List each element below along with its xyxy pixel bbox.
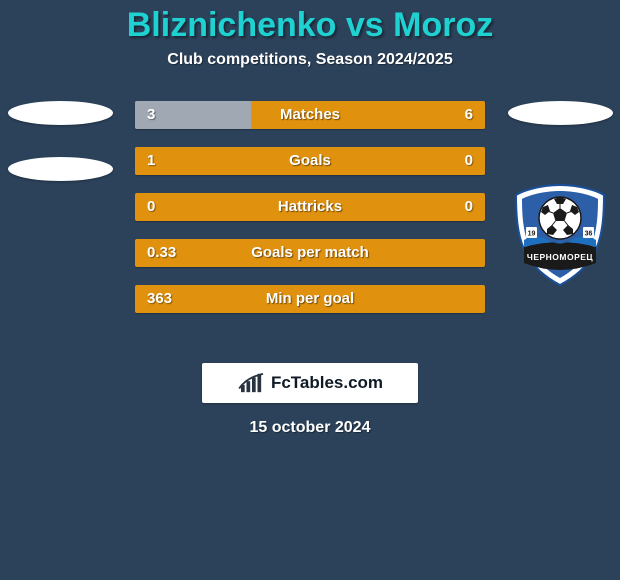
stat-label: Min per goal <box>135 285 485 313</box>
svg-text:ЧЕРНОМОРЕЦ: ЧЕРНОМОРЕЦ <box>527 252 594 262</box>
stat-row: 0.33Goals per match <box>135 239 485 267</box>
player-left-placeholder-2 <box>8 157 113 181</box>
stat-label: Matches <box>135 101 485 129</box>
player-right-placeholder <box>508 101 613 125</box>
club-crest: ЧЕРНОМОРЕЦ 19 36 <box>510 183 610 287</box>
stat-label: Hattricks <box>135 193 485 221</box>
stat-row: 363Min per goal <box>135 285 485 313</box>
stat-row: 00Hattricks <box>135 193 485 221</box>
player-left-column <box>0 101 120 181</box>
date-stamp: 15 october 2024 <box>0 419 620 437</box>
stat-row: 10Goals <box>135 147 485 175</box>
bar-chart-icon <box>237 372 267 394</box>
page-title: Bliznichenko vs Moroz <box>0 0 620 45</box>
stat-label: Goals per match <box>135 239 485 267</box>
stat-bars-column: 36Matches 10Goals 00Hattricks 0.33Goals per… <box>135 101 485 331</box>
source-badge-text: FcTables.com <box>271 373 383 393</box>
subtitle: Club competitions, Season 2024/2025 <box>0 51 620 69</box>
source-badge: FcTables.com <box>202 363 418 403</box>
player-right-column: ЧЕРНОМОРЕЦ 19 36 <box>500 101 620 287</box>
comparison-card: Bliznichenko vs Moroz Club competitions,… <box>0 0 620 580</box>
stat-label: Goals <box>135 147 485 175</box>
svg-text:19: 19 <box>528 231 536 238</box>
svg-text:36: 36 <box>585 231 593 238</box>
player-left-placeholder-1 <box>8 101 113 125</box>
stat-row: 36Matches <box>135 101 485 129</box>
